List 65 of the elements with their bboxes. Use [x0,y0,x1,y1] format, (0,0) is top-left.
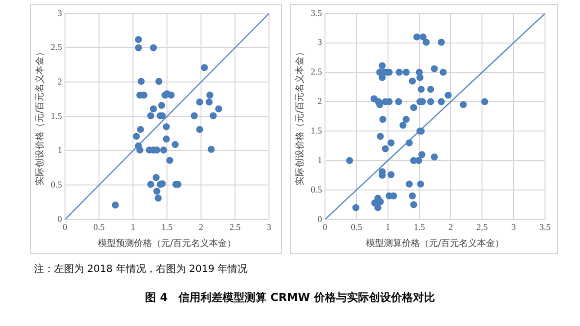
caption: 图 4 信用利差模型测算 CRMW 价格与实际创设价格对比 [144,290,436,305]
point [132,132,140,140]
y-tick-label: 2.5 [310,66,323,77]
point [206,98,213,106]
point [160,146,168,154]
x-tick-label: 2 [448,222,453,232]
y-tick-label: 0.5 [310,184,323,194]
point [155,78,162,85]
x-tick-label: 1.5 [161,222,174,232]
point [152,174,160,182]
y-tick-label: 0.5 [50,179,63,190]
point [150,44,157,52]
point [166,156,174,164]
x-tick-label: 3 [266,222,272,232]
x-tick-label: 1 [386,222,390,232]
y-tick-label: 2 [58,76,62,86]
point [196,126,204,133]
point [158,102,166,109]
y-tick-label: 1.5 [50,110,63,121]
x-tick-label: 1.5 [414,222,426,232]
point [137,126,144,133]
x-tick-label: 0.5 [350,222,363,232]
point [196,98,204,106]
point [206,92,214,99]
x-tick-label: 0.5 [93,222,106,232]
y-tick-label: 2.5 [50,42,63,52]
x-tick-label: 2 [198,222,204,232]
y-tick-label: 0 [318,214,323,224]
point [162,136,170,143]
point [200,64,208,72]
point [138,78,145,85]
x-tick-label: 3.5 [539,222,552,232]
y-tick-label: 3 [58,8,63,18]
y-tick-label: 2 [318,96,322,106]
y-axis-title: 实际创设价格（元/百元名义本金） [294,47,306,186]
point [147,112,154,120]
x-axis-title: 模型测算价格（元/百元名义本金） [366,238,504,249]
point [190,112,198,120]
x-tick-label: 2.5 [229,222,242,232]
point [162,123,170,130]
point [134,36,142,43]
x-axis-title: 模型预测价格（元/百元名义本金） [98,238,236,249]
y-tick-label: 1 [58,145,62,156]
point [134,44,142,52]
point [210,112,217,120]
y-tick-label: 0 [58,214,63,224]
y-tick-label: 3 [318,37,323,48]
x-tick-label: 3 [511,222,516,232]
point [150,105,157,112]
y-tick-label: 3.5 [310,8,323,18]
point [215,105,222,112]
x-tick-label: 2.5 [476,222,488,232]
point [147,180,154,188]
point [153,188,160,195]
x-tick-label: 1 [130,222,136,232]
point [208,146,215,153]
point [172,141,179,148]
y-axis-title: 实际创设价格（元/百元名义本金） [34,47,46,186]
point [136,146,144,154]
text: 注：左图为 2018 年情况，右图为 2019 年情况 [34,262,249,276]
point [112,201,119,208]
point [168,92,175,99]
point [154,194,162,202]
y-tick-label: 1.5 [310,125,323,136]
y-tick-label: 1 [318,154,322,165]
